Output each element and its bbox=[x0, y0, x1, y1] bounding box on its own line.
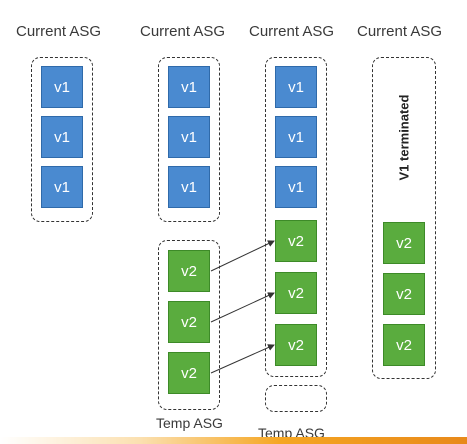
footer-accent-bar bbox=[0, 437, 467, 444]
instance-v1: v1 bbox=[168, 116, 210, 158]
header-current-asg-3: Current ASG bbox=[249, 23, 335, 40]
header-current-asg-4: Current ASG bbox=[357, 23, 443, 40]
temp-asg-label-1: Temp ASG bbox=[156, 415, 223, 431]
current-asg-group-1 bbox=[31, 57, 93, 222]
instance-v2: v2 bbox=[275, 220, 317, 262]
instance-v2: v2 bbox=[383, 222, 425, 264]
instance-v2: v2 bbox=[168, 352, 210, 394]
instance-v1: v1 bbox=[168, 166, 210, 208]
arrow-to-v2-3 bbox=[210, 344, 275, 374]
instance-v2: v2 bbox=[275, 272, 317, 314]
instance-v1: v1 bbox=[41, 66, 83, 108]
instance-v1: v1 bbox=[275, 66, 317, 108]
instance-v2: v2 bbox=[168, 250, 210, 292]
instance-v2: v2 bbox=[168, 301, 210, 343]
instance-v1: v1 bbox=[41, 116, 83, 158]
instance-v2: v2 bbox=[383, 324, 425, 366]
instance-v2: v2 bbox=[383, 273, 425, 315]
temp-asg-group-2-empty bbox=[265, 385, 327, 412]
arrow-to-v2-2 bbox=[210, 292, 275, 323]
current-asg-group-2 bbox=[158, 57, 220, 222]
current-asg-group-4 bbox=[372, 57, 436, 379]
instance-v1: v1 bbox=[275, 116, 317, 158]
header-current-asg-2: Current ASG bbox=[140, 23, 226, 40]
current-asg-group-3 bbox=[265, 57, 327, 377]
temp-asg-group-1 bbox=[158, 240, 220, 410]
instance-v2: v2 bbox=[275, 324, 317, 366]
instance-v1: v1 bbox=[168, 66, 210, 108]
instance-v1: v1 bbox=[41, 166, 83, 208]
instance-v1: v1 bbox=[275, 166, 317, 208]
header-current-asg-1: Current ASG bbox=[16, 23, 102, 40]
arrow-to-v2-1 bbox=[210, 240, 275, 272]
